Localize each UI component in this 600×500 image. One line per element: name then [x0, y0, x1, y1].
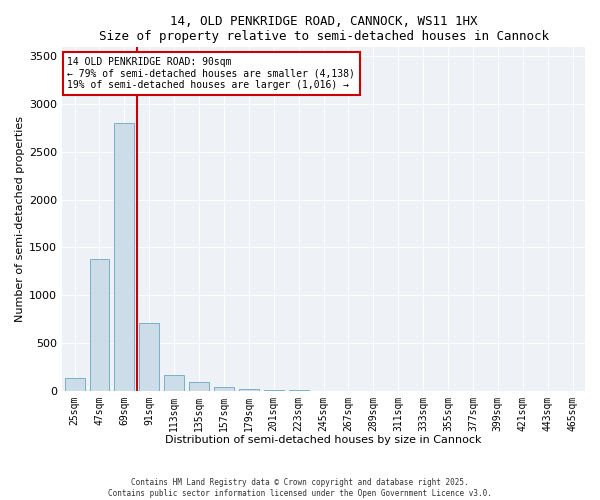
Bar [139, 323, 159, 390]
X-axis label: Distribution of semi-detached houses by size in Cannock: Distribution of semi-detached houses by … [166, 435, 482, 445]
Title: 14, OLD PENKRIDGE ROAD, CANNOCK, WS11 1HX
Size of property relative to semi-deta: 14, OLD PENKRIDGE ROAD, CANNOCK, WS11 1H… [98, 15, 548, 43]
Bar [189, 382, 209, 390]
Bar [239, 389, 259, 390]
Bar [214, 388, 234, 390]
Y-axis label: Number of semi-detached properties: Number of semi-detached properties [15, 116, 25, 322]
Text: 14 OLD PENKRIDGE ROAD: 90sqm
← 79% of semi-detached houses are smaller (4,138)
1: 14 OLD PENKRIDGE ROAD: 90sqm ← 79% of se… [67, 58, 355, 90]
Bar [164, 376, 184, 390]
Bar [65, 378, 85, 390]
Bar [115, 124, 134, 390]
Text: Contains HM Land Registry data © Crown copyright and database right 2025.
Contai: Contains HM Land Registry data © Crown c… [108, 478, 492, 498]
Bar [89, 259, 109, 390]
